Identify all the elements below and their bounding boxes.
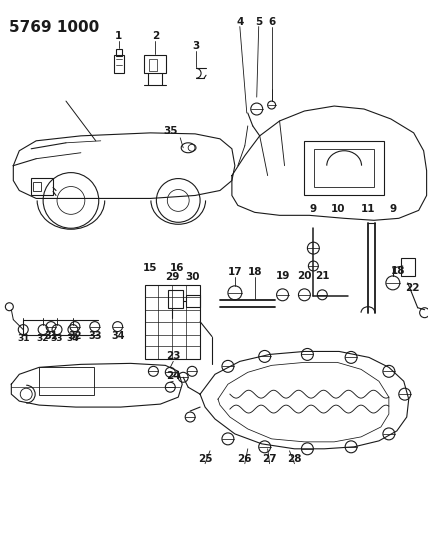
Text: 18: 18 (248, 267, 262, 277)
Text: 3: 3 (193, 42, 200, 51)
Text: 18: 18 (390, 266, 405, 276)
Bar (314, 149, 374, 187)
Bar (145, 55, 166, 73)
Text: 5: 5 (255, 17, 263, 27)
Text: 10: 10 (331, 204, 345, 214)
Text: 1: 1 (115, 31, 122, 42)
Text: 24: 24 (166, 372, 181, 381)
Text: 5769 1000: 5769 1000 (9, 20, 100, 35)
Text: 30: 30 (185, 272, 199, 282)
Text: 4: 4 (236, 17, 244, 27)
Text: 26: 26 (238, 454, 252, 464)
Text: 9: 9 (310, 204, 317, 214)
Bar (31, 177, 53, 196)
Text: 16: 16 (170, 263, 184, 273)
Bar (401, 258, 415, 276)
Text: 31: 31 (44, 330, 58, 341)
Bar (145, 285, 200, 359)
Text: 11: 11 (361, 204, 375, 214)
Text: 29: 29 (165, 272, 179, 282)
Text: 17: 17 (227, 267, 242, 277)
Bar (168, 290, 183, 308)
Bar (114, 55, 124, 73)
Text: 32: 32 (37, 335, 49, 343)
Bar (186, 295, 200, 306)
Bar (39, 367, 94, 395)
Text: 31: 31 (17, 335, 30, 343)
Text: 2: 2 (152, 31, 159, 42)
Text: 25: 25 (198, 454, 212, 464)
Bar (305, 141, 384, 196)
Text: 22: 22 (405, 283, 420, 293)
Bar (149, 59, 157, 71)
Text: 15: 15 (143, 263, 158, 273)
Text: 32: 32 (68, 330, 82, 341)
Text: 19: 19 (275, 271, 290, 281)
Text: 33: 33 (51, 335, 63, 343)
Text: 34: 34 (66, 335, 79, 343)
Text: 27: 27 (262, 454, 277, 464)
Text: 21: 21 (315, 271, 329, 281)
Text: 6: 6 (268, 17, 275, 27)
Text: 33: 33 (88, 330, 102, 341)
Bar (116, 50, 121, 56)
Text: 9: 9 (389, 204, 396, 214)
Text: 28: 28 (287, 454, 302, 464)
Text: 35: 35 (164, 126, 178, 136)
Text: 34: 34 (111, 330, 124, 341)
Bar (33, 182, 41, 191)
Text: 23: 23 (166, 351, 181, 361)
Text: 20: 20 (297, 271, 311, 281)
